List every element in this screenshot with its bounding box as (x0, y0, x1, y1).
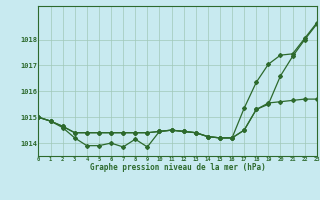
X-axis label: Graphe pression niveau de la mer (hPa): Graphe pression niveau de la mer (hPa) (90, 163, 266, 172)
